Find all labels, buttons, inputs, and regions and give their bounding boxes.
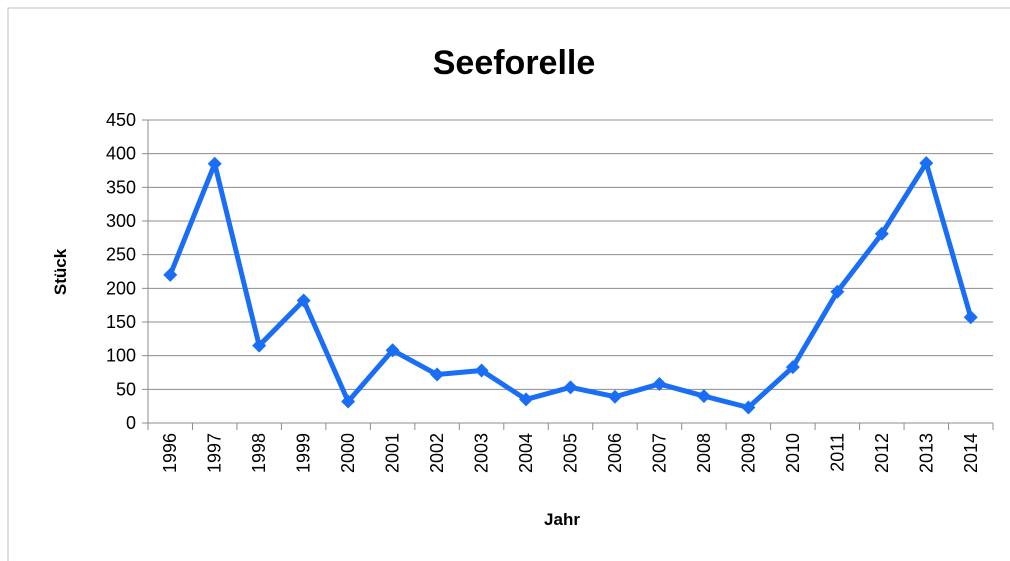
data-marker: [385, 343, 400, 358]
x-tick-label: 2001: [383, 433, 403, 473]
y-tick-label: 300: [106, 211, 136, 231]
y-tick-label: 100: [106, 346, 136, 366]
data-marker: [652, 376, 667, 391]
x-tick-label: 2014: [961, 433, 981, 473]
y-tick-label: 150: [106, 312, 136, 332]
x-tick-label: 1996: [160, 433, 180, 473]
data-marker: [563, 380, 578, 395]
data-marker: [207, 156, 222, 171]
data-marker: [163, 267, 178, 282]
x-tick-label: 2010: [783, 433, 803, 473]
x-axis-label: Jahr: [544, 510, 580, 529]
x-tick-label: 2003: [472, 433, 492, 473]
x-tick-label: 2007: [649, 433, 669, 473]
y-tick-label: 200: [106, 278, 136, 298]
x-tick-label: 2005: [561, 433, 581, 473]
data-marker: [874, 226, 889, 241]
x-tick-label: 2006: [605, 433, 625, 473]
y-tick-label: 250: [106, 245, 136, 265]
y-axis-label: Stück: [51, 248, 70, 295]
y-tick-label: 350: [106, 177, 136, 197]
data-marker: [474, 363, 489, 378]
chart-title: Seeforelle: [433, 44, 596, 82]
x-tick-label: 1998: [249, 433, 269, 473]
data-marker: [741, 400, 756, 415]
x-tick-label: 2012: [872, 433, 892, 473]
x-tick-label: 1997: [205, 433, 225, 473]
x-tick-label: 2008: [694, 433, 714, 473]
data-marker: [296, 293, 311, 308]
x-tick-label: 2000: [338, 433, 358, 473]
data-marker: [341, 394, 356, 409]
y-tick-label: 50: [116, 379, 136, 399]
x-tick-label: 1999: [294, 433, 314, 473]
data-marker: [519, 392, 534, 407]
series-line: [167, 160, 974, 411]
y-tick-label: 450: [106, 110, 136, 130]
y-tick-label: 400: [106, 144, 136, 164]
data-marker: [830, 284, 845, 299]
data-marker: [919, 156, 934, 171]
y-tick-label: 0: [126, 413, 136, 433]
chart-frame: [7, 7, 1010, 561]
data-marker: [785, 360, 800, 375]
x-tick-label: 2011: [827, 433, 847, 472]
data-marker: [607, 389, 622, 404]
x-tick-label: 2002: [427, 433, 447, 473]
data-marker: [696, 389, 711, 404]
x-tick-label: 2004: [516, 433, 536, 473]
data-marker: [430, 367, 445, 382]
x-tick-label: 2009: [738, 433, 758, 473]
data-marker: [963, 310, 978, 325]
x-tick-label: 2013: [916, 433, 936, 473]
data-marker: [252, 338, 267, 353]
